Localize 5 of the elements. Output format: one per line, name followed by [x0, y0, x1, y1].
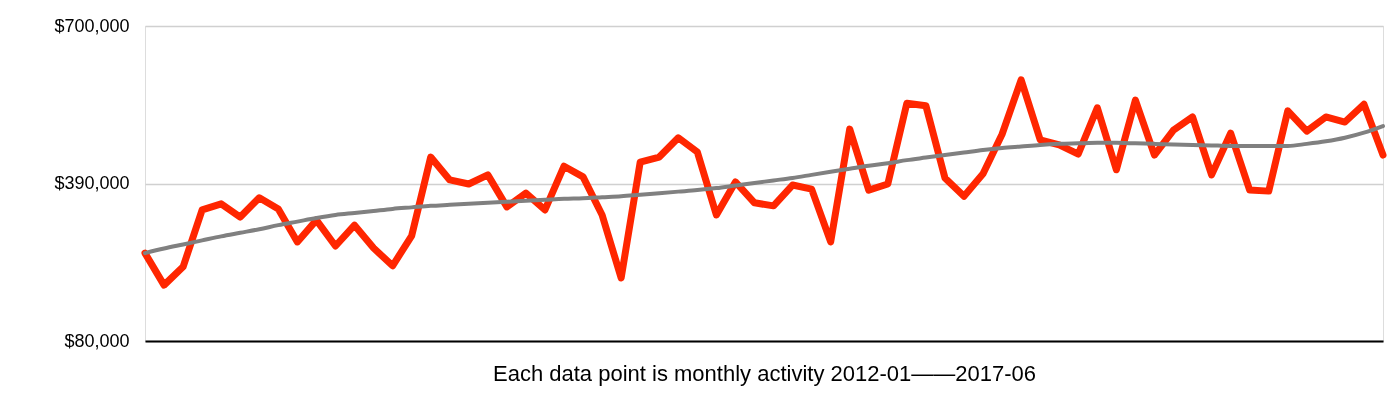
line-series [143, 124, 1385, 256]
y-tick-label: $700,000 [54, 15, 130, 36]
y-tick-label: $80,000 [64, 330, 130, 351]
y-tick-label: $390,000 [54, 173, 130, 193]
x-axis-title: Each data point is monthly activity 2012-01——2017-06 [493, 360, 1036, 386]
